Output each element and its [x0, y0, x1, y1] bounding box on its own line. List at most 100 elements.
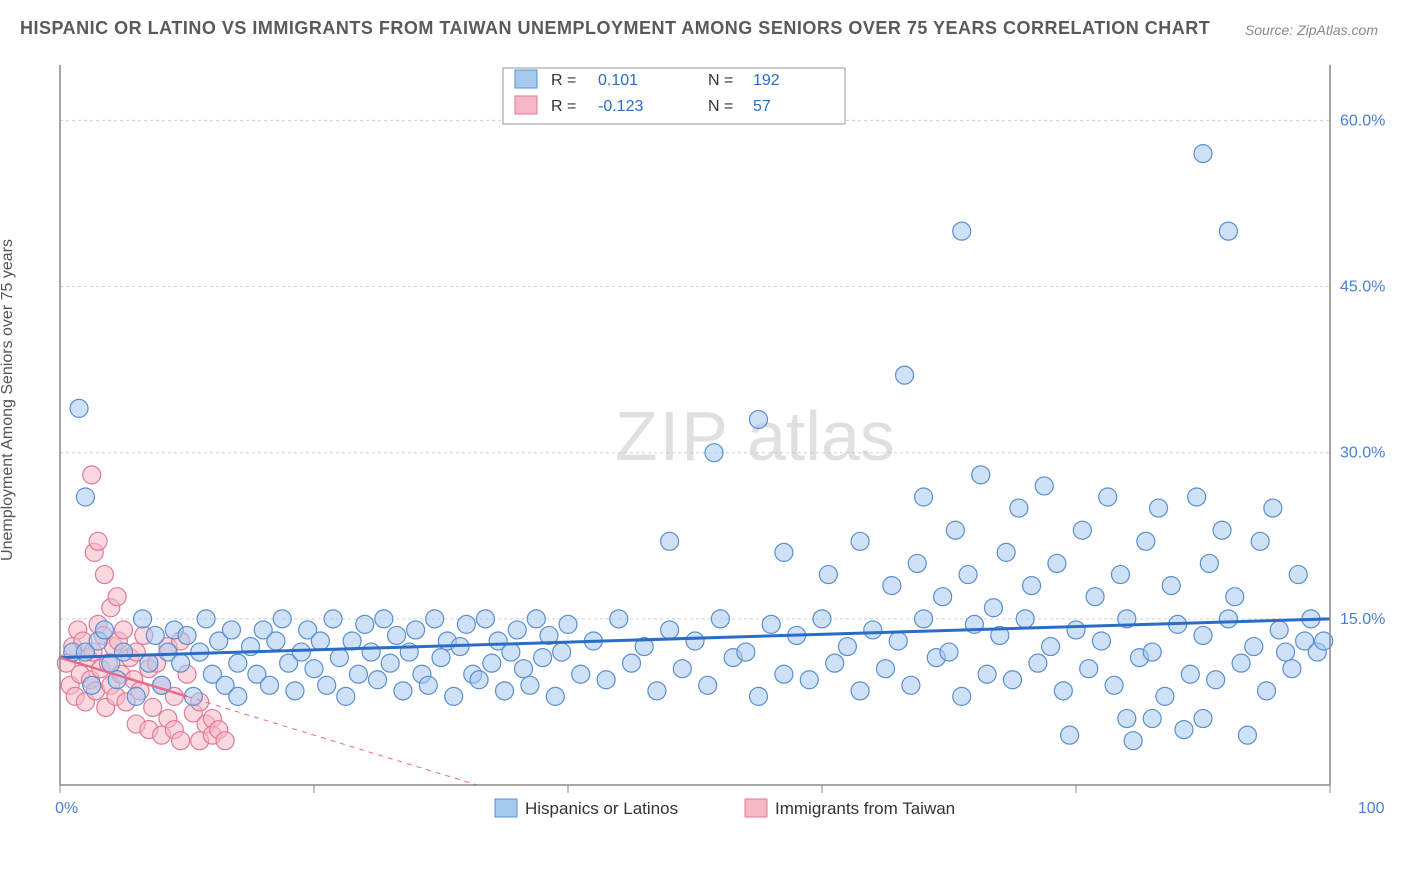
data-point	[699, 676, 717, 694]
data-point	[1219, 610, 1237, 628]
legend-r-value: -0.123	[598, 98, 643, 115]
data-point	[229, 654, 247, 672]
data-point	[134, 610, 152, 628]
data-point	[394, 682, 412, 700]
data-point	[534, 649, 552, 667]
data-point	[1156, 687, 1174, 705]
data-point	[686, 632, 704, 650]
data-point	[1264, 499, 1282, 517]
chart-area: 15.0%30.0%45.0%60.0%ZIPatlas0.0%100.0%R …	[55, 60, 1385, 830]
data-point	[369, 671, 387, 689]
data-point	[470, 671, 488, 689]
data-point	[661, 532, 679, 550]
data-point	[559, 615, 577, 633]
legend-r-value: 0.101	[598, 72, 638, 89]
data-point	[775, 543, 793, 561]
data-point	[172, 732, 190, 750]
data-point	[216, 732, 234, 750]
data-point	[648, 682, 666, 700]
x-tick-label: 0.0%	[55, 800, 78, 817]
data-point	[76, 488, 94, 506]
data-point	[597, 671, 615, 689]
data-point	[337, 687, 355, 705]
data-point	[984, 599, 1002, 617]
y-tick-label: 45.0%	[1340, 279, 1385, 296]
data-point	[95, 621, 113, 639]
data-point	[1054, 682, 1072, 700]
data-point	[1207, 671, 1225, 689]
data-point	[356, 615, 374, 633]
data-point	[1099, 488, 1117, 506]
data-point	[623, 654, 641, 672]
data-point	[146, 626, 164, 644]
data-point	[1048, 554, 1066, 572]
x-tick-label: 100.0%	[1358, 800, 1385, 817]
y-tick-label: 60.0%	[1340, 112, 1385, 129]
data-point	[502, 643, 520, 661]
data-point	[1188, 488, 1206, 506]
y-tick-label: 15.0%	[1340, 611, 1385, 628]
data-point	[127, 687, 145, 705]
data-point	[750, 687, 768, 705]
legend-swatch	[515, 96, 537, 114]
data-point	[178, 626, 196, 644]
legend-swatch	[495, 799, 517, 817]
legend-r-label: R =	[551, 72, 576, 89]
data-point	[819, 566, 837, 584]
data-point	[1073, 521, 1091, 539]
data-point	[476, 610, 494, 628]
data-point	[800, 671, 818, 689]
data-point	[972, 466, 990, 484]
data-point	[144, 698, 162, 716]
data-point	[1258, 682, 1276, 700]
data-point	[521, 676, 539, 694]
data-point	[940, 643, 958, 661]
data-point	[273, 610, 291, 628]
data-point	[324, 610, 342, 628]
source-label: Source: ZipAtlas.com	[1245, 22, 1378, 38]
data-point	[229, 687, 247, 705]
data-point	[508, 621, 526, 639]
data-point	[826, 654, 844, 672]
data-point	[750, 410, 768, 428]
data-point	[546, 687, 564, 705]
data-point	[1118, 710, 1136, 728]
data-point	[673, 660, 691, 678]
data-point	[838, 638, 856, 656]
data-point	[902, 676, 920, 694]
data-point	[70, 399, 88, 417]
data-point	[1175, 721, 1193, 739]
data-point	[1092, 632, 1110, 650]
data-point	[896, 366, 914, 384]
data-point	[711, 610, 729, 628]
data-point	[813, 610, 831, 628]
data-point	[1238, 726, 1256, 744]
data-point	[762, 615, 780, 633]
data-point	[172, 654, 190, 672]
scatter-chart: 15.0%30.0%45.0%60.0%ZIPatlas0.0%100.0%R …	[55, 60, 1385, 830]
data-point	[426, 610, 444, 628]
data-point	[997, 543, 1015, 561]
data-point	[883, 577, 901, 595]
data-point	[318, 676, 336, 694]
legend-swatch	[745, 799, 767, 817]
legend-r-label: R =	[551, 98, 576, 115]
data-point	[445, 687, 463, 705]
legend-label: Hispanics or Latinos	[525, 799, 678, 818]
data-point	[864, 621, 882, 639]
data-point	[527, 610, 545, 628]
data-point	[115, 621, 133, 639]
data-point	[432, 649, 450, 667]
data-point	[934, 588, 952, 606]
y-axis-label: Unemployment Among Seniors over 75 years	[0, 239, 17, 561]
data-point	[375, 610, 393, 628]
data-point	[851, 532, 869, 550]
data-point	[1143, 710, 1161, 728]
legend-n-value: 57	[753, 98, 771, 115]
data-point	[851, 682, 869, 700]
legend-label: Immigrants from Taiwan	[775, 799, 955, 818]
data-point	[286, 682, 304, 700]
data-point	[1270, 621, 1288, 639]
data-point	[261, 676, 279, 694]
data-point	[1277, 643, 1295, 661]
